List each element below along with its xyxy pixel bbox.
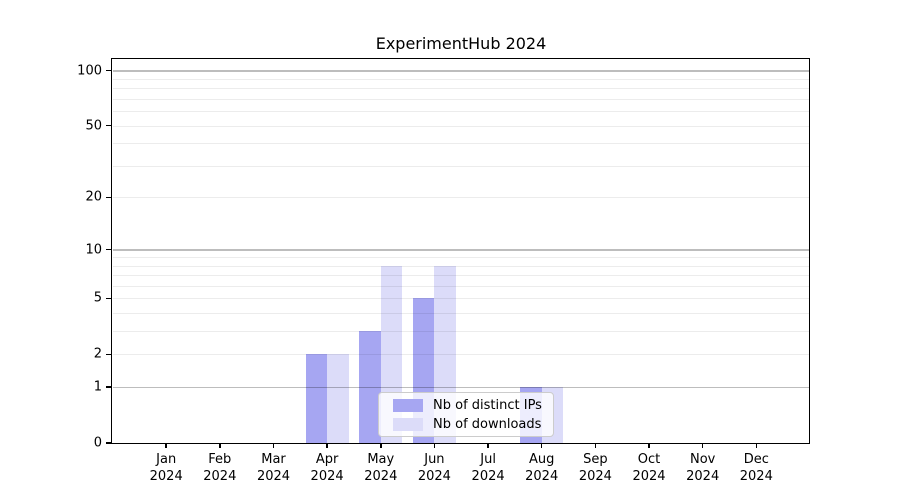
- y-tick-mark: [106, 442, 112, 444]
- x-tick-mark: [272, 443, 275, 448]
- x-axis-tick-label: Dec 2024: [726, 451, 786, 485]
- year-label: 2024: [632, 469, 666, 484]
- y-tick-mark: [106, 297, 112, 300]
- x-tick-mark: [701, 443, 704, 448]
- month-label: Aug: [528, 452, 555, 467]
- x-tick-mark: [487, 443, 489, 448]
- minor-gridline: [112, 79, 809, 80]
- y-axis-tick-label: 100: [77, 63, 102, 79]
- y-axis-tick-label: 20: [85, 189, 102, 205]
- x-tick-mark: [219, 443, 221, 448]
- x-tick-mark: [540, 443, 543, 448]
- month-label: Mar: [261, 452, 286, 467]
- month-label: Dec: [743, 452, 769, 467]
- minor-gridline: [112, 331, 809, 333]
- year-label: 2024: [578, 469, 612, 484]
- minor-gridline: [112, 143, 809, 145]
- year-label: 2024: [310, 469, 344, 484]
- minor-gridline: [112, 354, 809, 356]
- legend-label-distinct-ips: Nb of distinct IPs: [433, 397, 542, 413]
- month-label: Jan: [156, 452, 177, 467]
- y-tick-mark: [106, 386, 112, 388]
- y-axis-tick-label: 2: [93, 346, 102, 362]
- x-axis-tick-label: Apr 2024: [297, 451, 357, 485]
- legend-label-downloads: Nb of downloads: [433, 416, 542, 432]
- month-label: Nov: [690, 452, 716, 467]
- legend: Nb of distinct IPs Nb of downloads: [378, 392, 554, 437]
- x-tick-mark: [648, 443, 650, 448]
- bar-distinct-ips: [359, 331, 381, 443]
- major-gridline: [112, 70, 809, 72]
- minor-gridline: [112, 125, 809, 127]
- x-tick-mark: [433, 443, 436, 448]
- major-gridline: [112, 249, 809, 251]
- y-tick-mark: [106, 353, 112, 356]
- y-axis-tick-label: 10: [85, 242, 102, 257]
- year-label: 2024: [525, 469, 559, 484]
- legend-swatch-distinct-ips-icon: [393, 398, 423, 412]
- y-tick-mark: [106, 124, 112, 127]
- minor-gridline: [112, 286, 809, 287]
- x-axis-tick-label: Sep 2024: [565, 451, 625, 485]
- year-label: 2024: [739, 469, 773, 484]
- x-tick-mark: [165, 443, 167, 448]
- x-tick-mark: [380, 443, 382, 448]
- month-label: Apr: [315, 452, 339, 467]
- minor-gridline: [112, 165, 809, 167]
- x-axis-tick-label: Jan 2024: [136, 451, 196, 485]
- minor-gridline: [112, 298, 809, 300]
- bar-downloads: [327, 354, 349, 443]
- x-tick-mark: [326, 443, 328, 448]
- y-tick-mark: [106, 69, 112, 72]
- y-axis-tick-label: 5: [93, 290, 102, 306]
- x-axis-tick-label: Oct 2024: [619, 451, 679, 485]
- year-label: 2024: [149, 469, 183, 484]
- year-label: 2024: [417, 469, 451, 484]
- x-tick-mark: [755, 443, 758, 448]
- bar-distinct-ips: [305, 354, 328, 443]
- year-label: 2024: [364, 469, 398, 484]
- x-axis-tick-label: Feb 2024: [190, 451, 250, 485]
- month-label: May: [367, 452, 395, 467]
- minor-gridline: [112, 257, 809, 259]
- month-label: Sep: [583, 452, 608, 467]
- month-label: Jul: [480, 452, 496, 467]
- x-axis-tick-label: May 2024: [351, 451, 411, 485]
- minor-gridline: [112, 313, 809, 315]
- legend-entry-downloads: Nb of downloads: [393, 417, 553, 432]
- month-label: Jun: [424, 452, 445, 467]
- y-axis-tick-label: 1: [93, 379, 102, 395]
- minor-gridline: [112, 111, 809, 113]
- x-axis-tick-label: Jun 2024: [404, 451, 464, 485]
- month-label: Feb: [208, 452, 232, 467]
- x-tick-mark: [594, 443, 597, 448]
- x-axis-tick-label: Nov 2024: [673, 451, 733, 485]
- year-label: 2024: [203, 469, 237, 484]
- x-axis-tick-label: Aug 2024: [512, 451, 572, 485]
- x-axis-tick-label: Jul 2024: [458, 451, 518, 485]
- year-label: 2024: [686, 469, 720, 484]
- y-tick-mark: [106, 248, 112, 251]
- y-axis-tick-label: 50: [85, 118, 102, 134]
- year-label: 2024: [256, 469, 291, 484]
- minor-gridline: [112, 99, 809, 100]
- legend-entry-distinct-ips: Nb of distinct IPs: [393, 398, 553, 413]
- y-axis-tick-label: 0: [93, 435, 102, 451]
- major-gridline: [112, 386, 809, 389]
- minor-gridline: [112, 265, 809, 267]
- minor-gridline: [112, 197, 809, 199]
- chart-title: ExperimentHub 2024: [375, 34, 547, 53]
- x-axis-tick-label: Mar 2024: [244, 451, 304, 485]
- minor-gridline: [112, 275, 809, 277]
- y-tick-mark: [106, 196, 112, 199]
- month-label: Oct: [637, 452, 661, 467]
- year-label: 2024: [471, 469, 505, 484]
- minor-gridline: [112, 88, 809, 90]
- legend-swatch-downloads-icon: [393, 417, 423, 431]
